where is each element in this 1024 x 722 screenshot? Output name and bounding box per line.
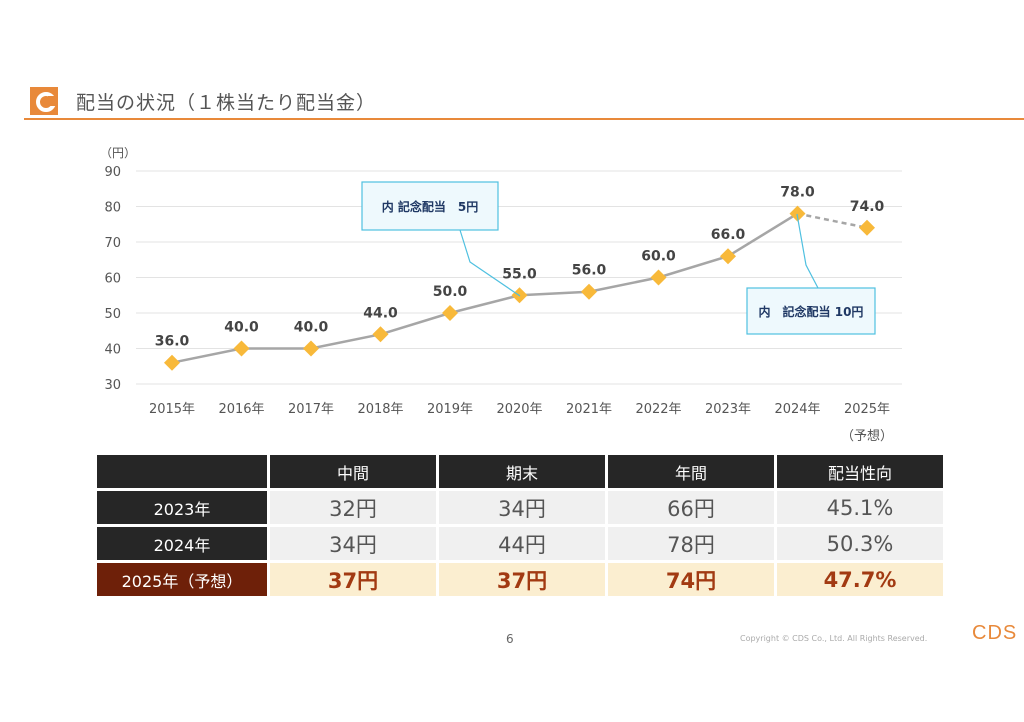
- annotation-text: 内 記念配当 10円: [759, 304, 864, 319]
- data-point-marker: [789, 205, 806, 222]
- data-point-marker: [303, 340, 319, 357]
- data-label: 60.0: [641, 249, 676, 265]
- data-point-marker: [650, 269, 667, 286]
- table-cell: 50.3%: [777, 527, 943, 560]
- row-label: 2023年: [97, 491, 267, 524]
- data-label: 56.0: [572, 263, 607, 279]
- series-line: [171, 212, 799, 364]
- data-point-marker: [372, 326, 389, 343]
- data-label: 36.0: [155, 334, 190, 350]
- data-label: 74.0: [850, 199, 885, 215]
- data-label: 78.0: [780, 185, 815, 201]
- data-label: 40.0: [224, 320, 259, 336]
- y-tick-label: 90: [104, 165, 121, 180]
- x-tick-label: 2018年: [357, 402, 403, 417]
- dividend-line-chart: 30 40 50 60 70 80 90 （円） 2015年 2016年 2017年 2018年 201…: [100, 146, 902, 444]
- x-tick-label: 2019年: [427, 402, 473, 417]
- data-label: 50.0: [433, 284, 468, 300]
- row-label: 2024年: [97, 527, 267, 560]
- table-cell: 74円: [608, 563, 774, 596]
- x-tick-label: 2017年: [288, 402, 334, 417]
- table-cell: 44円: [439, 527, 605, 560]
- table-cell: 37円: [439, 563, 605, 596]
- y-tick-label: 30: [104, 378, 121, 393]
- annotation-leader-line: [796, 213, 819, 289]
- dividend-table: 中間 期末 年間 配当性向 2023年 32円 34円 66円 45.1% 20…: [94, 452, 946, 599]
- annotation-leader-line: [459, 229, 521, 297]
- cds-logo: CDS: [972, 622, 1018, 644]
- table-row: 2023年 32円 34円 66円 45.1%: [97, 491, 943, 524]
- data-point-marker: [442, 305, 458, 321]
- x-tick-label: 2025年: [844, 402, 890, 417]
- row-label: 2025年（予想）: [97, 563, 267, 596]
- table-header-row: 中間 期末 年間 配当性向: [97, 455, 943, 488]
- table-row-forecast: 2025年（予想） 37円 37円 74円 47.7%: [97, 563, 943, 596]
- data-label: 40.0: [294, 320, 329, 336]
- x-tick-label: 2022年: [635, 402, 681, 417]
- copyright: Copyright © CDS Co., Ltd. All Rights Res…: [740, 634, 928, 643]
- table-header-interim: 中間: [270, 455, 436, 488]
- table-cell: 47.7%: [777, 563, 943, 596]
- annotation-text: 内 記念配当 5円: [382, 199, 479, 214]
- data-point-marker: [720, 248, 736, 265]
- y-tick-label: 80: [104, 201, 121, 216]
- x-tick-label: 2023年: [705, 402, 751, 417]
- data-label: 66.0: [711, 227, 746, 243]
- header-rule: [24, 118, 1024, 120]
- page-title: 配当の状況（１株当たり配当金）: [76, 92, 377, 114]
- page-header: 配当の状況（１株当たり配当金）: [30, 84, 1024, 118]
- data-label: 55.0: [502, 266, 537, 282]
- y-tick-label: 60: [104, 272, 121, 287]
- table-cell: 45.1%: [777, 491, 943, 524]
- y-tick-label: 40: [104, 343, 121, 358]
- series-line-forecast: [797, 212, 868, 230]
- table-cell: 34円: [270, 527, 436, 560]
- data-point-marker: [859, 219, 875, 236]
- table-row: 2024年 34円 44円 78円 50.3%: [97, 527, 943, 560]
- data-point-marker: [581, 283, 597, 300]
- table-header-payout-ratio: 配当性向: [777, 455, 943, 488]
- y-tick-label: 50: [104, 307, 121, 322]
- y-tick-label: 70: [104, 236, 121, 251]
- table-cell: 34円: [439, 491, 605, 524]
- table-cell: 78円: [608, 527, 774, 560]
- table-header-blank: [97, 455, 267, 488]
- table-header-annual: 年間: [608, 455, 774, 488]
- data-label: 44.0: [363, 305, 398, 321]
- x-tick-label: 2024年: [774, 402, 820, 417]
- annotation-box: [361, 181, 499, 231]
- x-tick-label: 2020年: [496, 402, 542, 417]
- forecast-note: （予想）: [841, 428, 893, 444]
- table-cell: 37円: [270, 563, 436, 596]
- data-point-marker: [233, 340, 250, 357]
- table-header-year-end: 期末: [439, 455, 605, 488]
- y-axis-unit: （円）: [100, 146, 136, 160]
- annotation-box: [746, 287, 876, 335]
- table-cell: 32円: [270, 491, 436, 524]
- page-number: 6: [506, 632, 514, 646]
- x-tick-label: 2021年: [566, 402, 612, 417]
- data-point-marker: [164, 354, 180, 371]
- x-tick-label: 2016年: [218, 402, 264, 417]
- x-tick-label: 2015年: [149, 402, 195, 417]
- table-cell: 66円: [608, 491, 774, 524]
- cds-logo-icon: [30, 87, 58, 115]
